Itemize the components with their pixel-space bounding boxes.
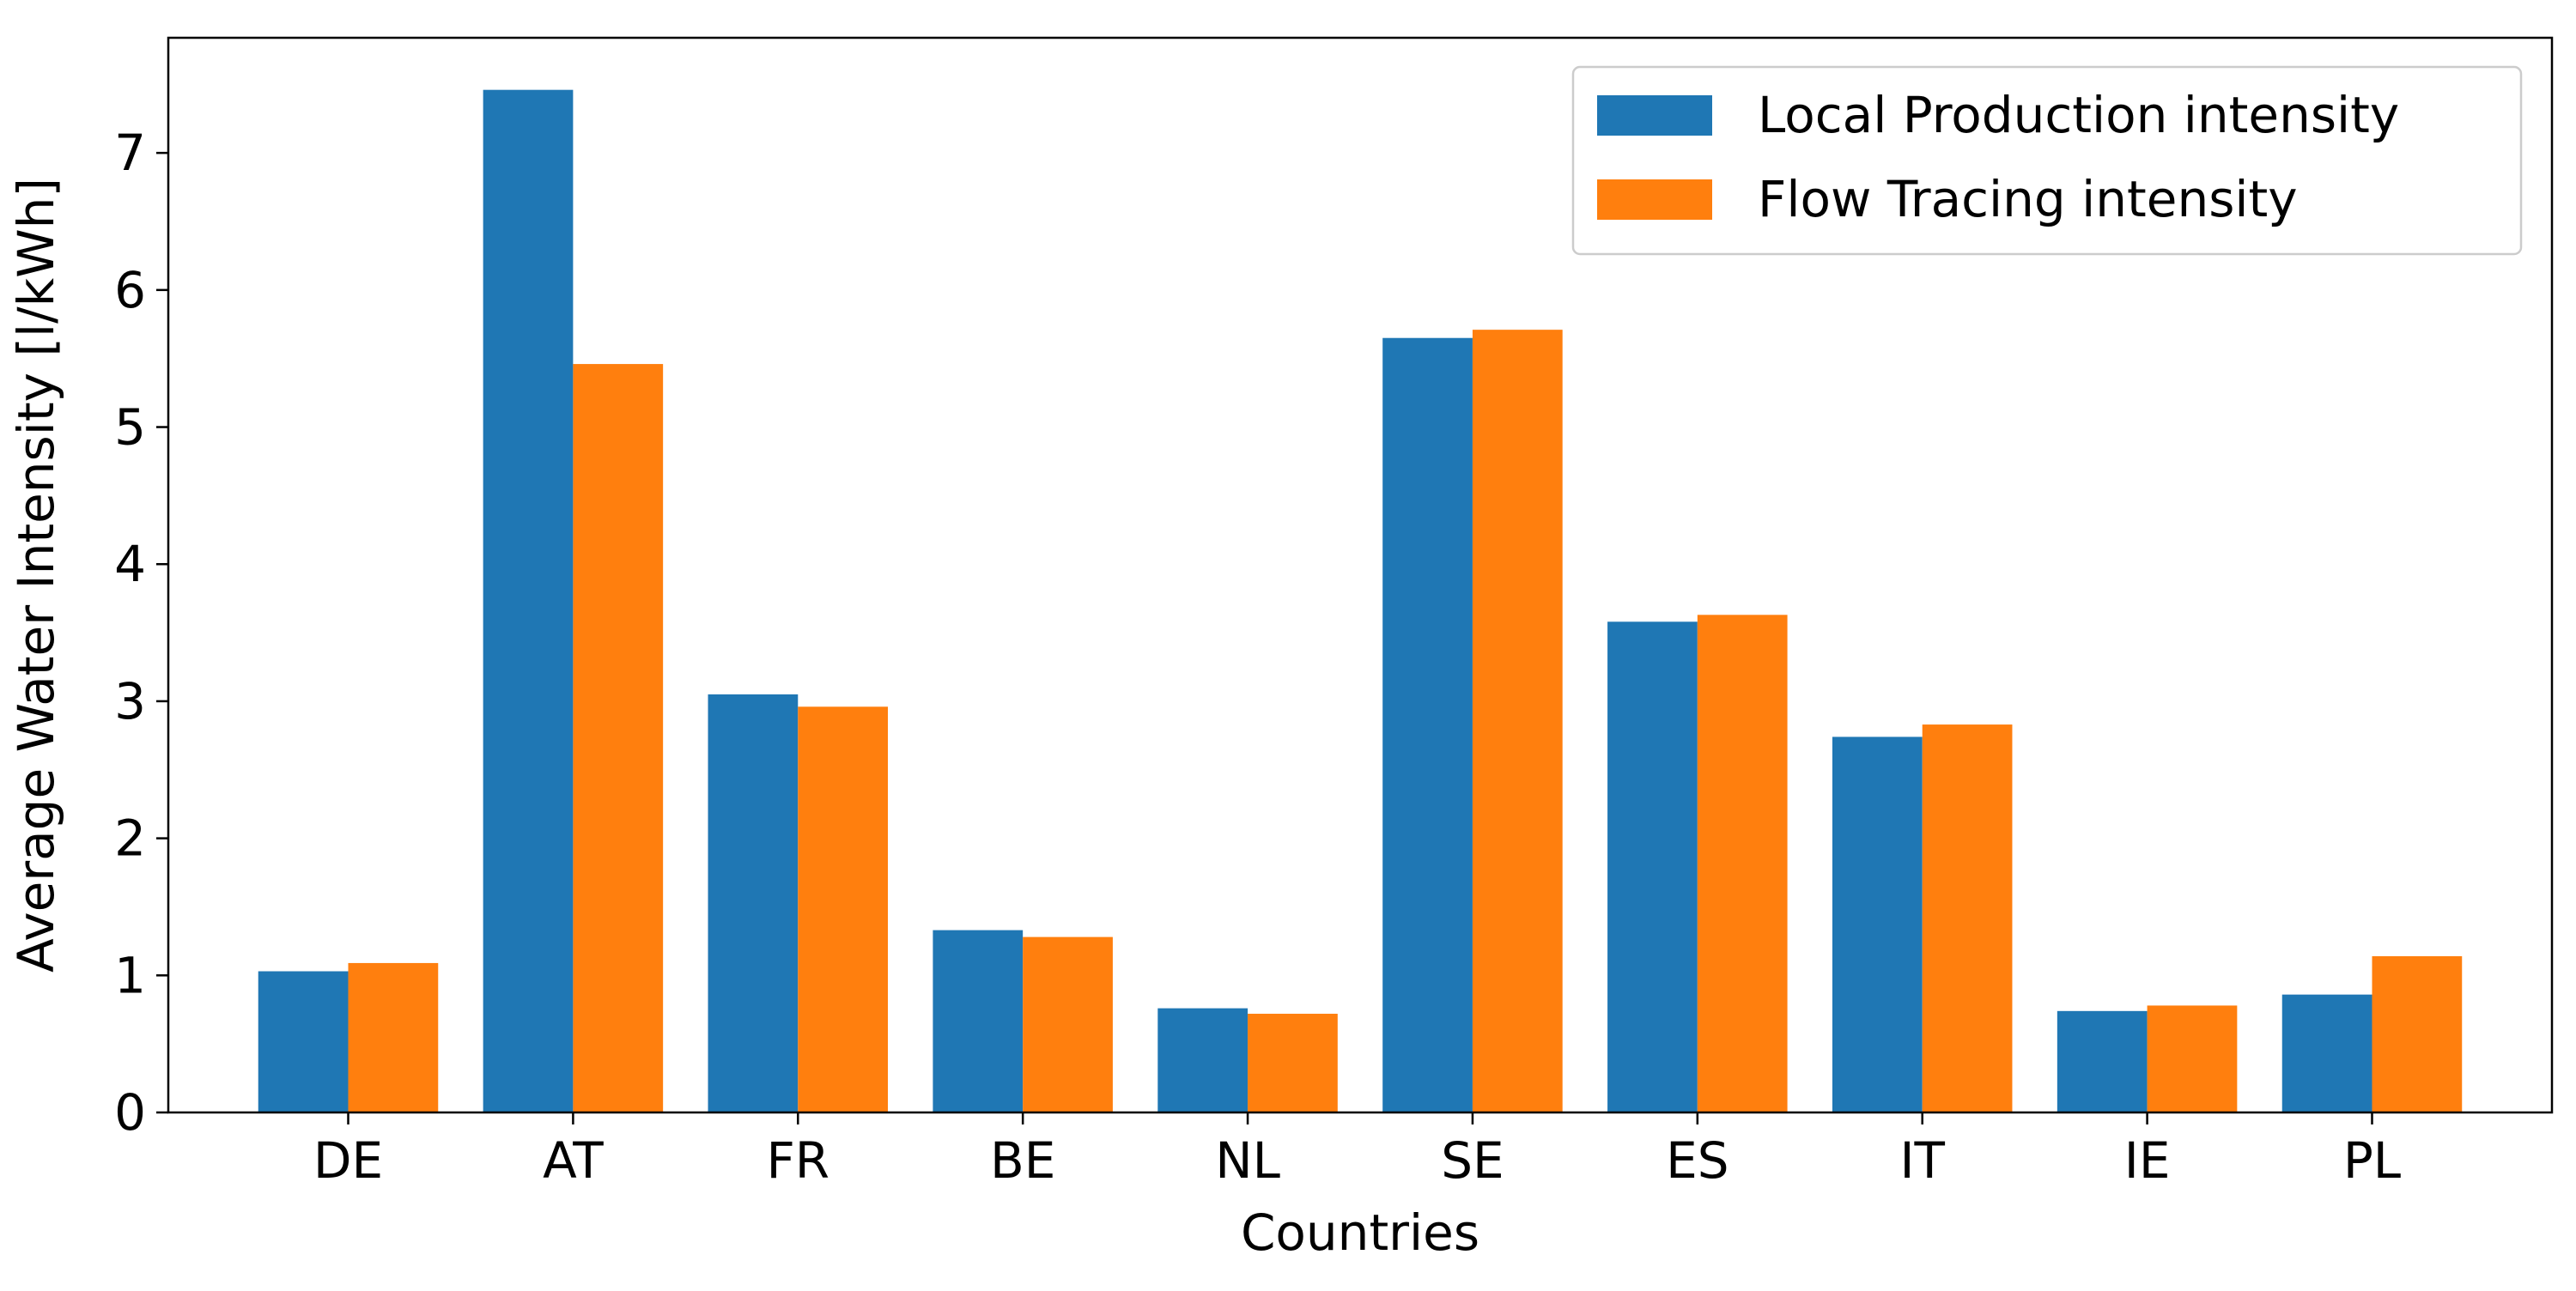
y-tick-label: 7 xyxy=(114,124,146,182)
bar-nl-series-2 xyxy=(1248,1014,1338,1112)
x-tick-label-nl: NL xyxy=(1215,1131,1280,1190)
y-tick-label: 1 xyxy=(114,946,146,1004)
bar-it-series-2 xyxy=(1922,724,2013,1112)
x-tick-label-ie: IE xyxy=(2124,1131,2171,1190)
y-tick-label: 6 xyxy=(114,261,146,319)
bar-be-series-1 xyxy=(933,930,1024,1112)
bar-fr-series-1 xyxy=(708,694,799,1112)
bar-es-series-1 xyxy=(1607,621,1698,1112)
bar-ie-series-2 xyxy=(2147,1005,2238,1112)
bar-se-series-2 xyxy=(1472,330,1563,1112)
bar-pl-series-2 xyxy=(2372,955,2463,1112)
x-tick-label-at: AT xyxy=(543,1131,604,1190)
bar-se-series-1 xyxy=(1382,337,1473,1113)
legend-swatch-series-2 xyxy=(1597,179,1712,220)
legend-items: Local Production intensity Flow Tracing i… xyxy=(1597,86,2399,228)
y-tick-label: 4 xyxy=(114,535,146,593)
bar-nl-series-1 xyxy=(1157,1008,1249,1112)
bar-be-series-2 xyxy=(1023,936,1113,1112)
bar-it-series-1 xyxy=(1832,736,1923,1112)
legend-box xyxy=(1571,65,2523,256)
bar-at-series-2 xyxy=(573,364,664,1112)
bar-pl-series-1 xyxy=(2281,994,2372,1112)
legend-label-series-1: Local Production intensity xyxy=(1758,86,2399,144)
x-tick-label-de: DE xyxy=(313,1131,383,1190)
bar-de-series-2 xyxy=(348,962,439,1112)
legend-label-series-2: Flow Tracing intensity xyxy=(1758,170,2298,228)
y-tick-label: 3 xyxy=(114,672,146,730)
x-tick-label-fr: FR xyxy=(766,1131,829,1190)
bars-layer xyxy=(258,89,2463,1113)
y-tick-label: 2 xyxy=(114,809,146,868)
x-axis-ticks: DE AT FR BE NL SE ES IT IE PL xyxy=(313,1112,2401,1190)
y-tick-label: 5 xyxy=(114,398,146,457)
x-tick-label-es: ES xyxy=(1666,1131,1728,1190)
bar-es-series-2 xyxy=(1697,615,1788,1112)
bar-fr-series-2 xyxy=(798,706,889,1112)
bar-de-series-1 xyxy=(258,971,349,1112)
x-axis-label: Countries xyxy=(1241,1203,1479,1262)
legend: Local Production intensity Flow Tracing i… xyxy=(1571,65,2523,256)
y-axis-ticks: 0 1 2 3 4 5 6 7 xyxy=(114,124,168,1142)
axes-layer xyxy=(167,36,2554,1114)
x-tick-label-be: BE xyxy=(990,1131,1055,1190)
x-tick-label-se: SE xyxy=(1441,1131,1504,1190)
plot-frame xyxy=(167,36,2554,1114)
y-axis-label: Average Water Intensity [l/kWh] xyxy=(7,178,65,973)
bar-ie-series-1 xyxy=(2057,1010,2148,1112)
x-tick-label-pl: PL xyxy=(2343,1131,2401,1190)
bar-at-series-1 xyxy=(483,89,574,1112)
y-tick-label: 0 xyxy=(114,1083,146,1142)
legend-swatch-series-1 xyxy=(1597,95,1712,136)
x-tick-label-it: IT xyxy=(1899,1131,1945,1190)
